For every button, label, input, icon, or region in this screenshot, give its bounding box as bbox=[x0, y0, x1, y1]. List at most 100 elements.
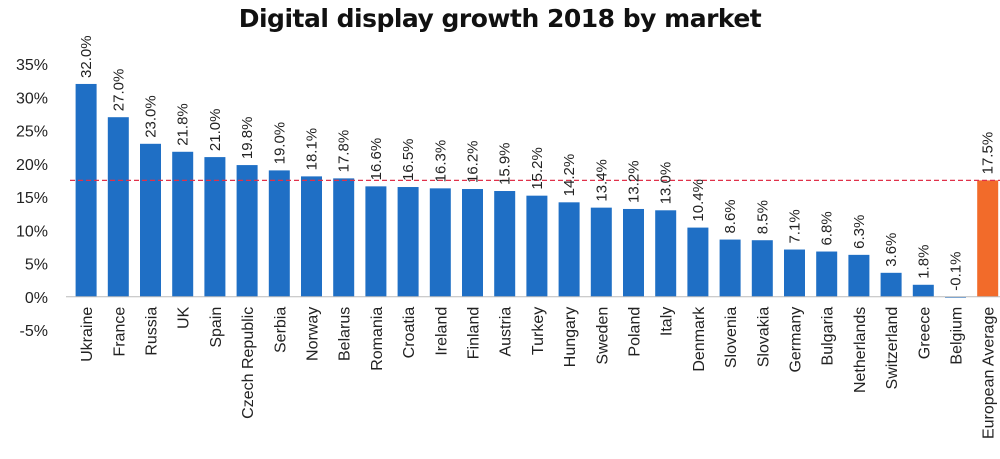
category-label: Slovenia bbox=[723, 307, 740, 368]
category-label: Sweden bbox=[594, 307, 611, 365]
data-label: 17.5% bbox=[980, 132, 997, 175]
data-label: 23.0% bbox=[143, 95, 160, 138]
bar bbox=[912, 284, 934, 297]
data-label: 8.5% bbox=[754, 200, 771, 234]
bar bbox=[687, 227, 709, 297]
category-label: European Average bbox=[981, 307, 998, 439]
data-label: 3.6% bbox=[883, 233, 900, 267]
bar bbox=[719, 239, 741, 297]
data-label: 6.8% bbox=[819, 211, 836, 245]
data-label: 1.8% bbox=[915, 245, 932, 279]
bar bbox=[236, 165, 258, 297]
x-axis: Ukraine France Russia UK Spain Czech Republic… bbox=[66, 296, 1000, 439]
category-label: UK bbox=[176, 306, 193, 329]
bar bbox=[816, 251, 838, 297]
data-label: 17.8% bbox=[336, 130, 353, 173]
y-tick-label: 15% bbox=[16, 190, 48, 207]
bar bbox=[558, 202, 580, 297]
data-label: -0.1% bbox=[948, 252, 965, 291]
bar bbox=[397, 187, 419, 297]
category-label: Slovakia bbox=[755, 307, 772, 368]
category-label: Austria bbox=[498, 307, 515, 357]
highlight-bar bbox=[977, 180, 999, 297]
category-label: Romania bbox=[369, 307, 386, 371]
category-label: Ukraine bbox=[79, 307, 96, 362]
category-label: Czech Republic bbox=[240, 307, 257, 419]
data-label: 13.4% bbox=[593, 159, 610, 202]
y-tick-label: 0% bbox=[25, 290, 48, 307]
data-label: 19.0% bbox=[271, 122, 288, 165]
bar bbox=[462, 189, 483, 297]
y-tick-label: 35% bbox=[16, 57, 48, 74]
category-label: Norway bbox=[305, 307, 322, 361]
category-label: Hungary bbox=[562, 307, 579, 367]
data-label: 14.2% bbox=[561, 154, 578, 197]
data-labels-group: 32.0% 27.0% 23.0% 21.8% 21.0% 19.8% 19.0% 18.1%… bbox=[78, 35, 997, 290]
data-label: 15.9% bbox=[497, 142, 514, 185]
data-label: 16.2% bbox=[465, 140, 482, 183]
bar bbox=[848, 254, 870, 297]
bar bbox=[75, 83, 97, 297]
category-label: Italy bbox=[659, 307, 676, 336]
bar bbox=[526, 195, 548, 297]
data-label: 10.4% bbox=[690, 179, 707, 222]
data-label: 13.2% bbox=[626, 160, 643, 203]
y-tick-label: 25% bbox=[16, 124, 48, 141]
y-tick-label: -5% bbox=[20, 323, 48, 340]
data-label: 6.3% bbox=[851, 215, 868, 249]
y-tick-label: 30% bbox=[16, 90, 48, 107]
category-label: Switzerland bbox=[884, 307, 901, 390]
data-label: 16.3% bbox=[432, 140, 449, 183]
bar bbox=[268, 170, 290, 297]
category-label: Netherlands bbox=[852, 307, 869, 393]
category-label: Ireland bbox=[433, 307, 450, 356]
bar bbox=[172, 151, 194, 297]
category-label: Germany bbox=[788, 307, 805, 373]
data-label: 27.0% bbox=[110, 69, 127, 112]
y-tick-label: 5% bbox=[25, 257, 48, 274]
chart-title: Digital display growth 2018 by market bbox=[238, 4, 762, 33]
y-tick-label: 10% bbox=[16, 223, 48, 240]
bars-group bbox=[75, 83, 999, 298]
bar bbox=[204, 157, 226, 297]
bar bbox=[107, 117, 129, 297]
data-label: 16.6% bbox=[368, 138, 385, 181]
data-label: 21.0% bbox=[207, 109, 224, 152]
bar bbox=[751, 240, 773, 297]
data-label: 16.5% bbox=[400, 138, 417, 181]
category-label: Spain bbox=[208, 307, 225, 348]
category-label: Russia bbox=[144, 307, 161, 356]
category-label: Finland bbox=[466, 307, 483, 359]
data-label: 8.6% bbox=[722, 199, 739, 233]
bar bbox=[623, 208, 644, 297]
data-label: 21.8% bbox=[175, 103, 192, 146]
category-label: Denmark bbox=[691, 306, 708, 372]
data-label: 32.0% bbox=[78, 35, 95, 78]
category-label: Belgium bbox=[949, 307, 966, 365]
category-label: Greece bbox=[916, 307, 933, 360]
data-label: 7.1% bbox=[787, 209, 804, 243]
bar bbox=[429, 188, 451, 297]
category-label: Bulgaria bbox=[820, 307, 837, 366]
category-label: Serbia bbox=[272, 307, 289, 353]
bar bbox=[140, 143, 161, 297]
category-label: France bbox=[111, 307, 128, 357]
data-label: 13.0% bbox=[658, 162, 675, 205]
bar bbox=[880, 272, 902, 297]
data-label: 19.8% bbox=[239, 117, 256, 160]
bar bbox=[333, 178, 355, 297]
bar bbox=[784, 249, 805, 297]
bar bbox=[365, 186, 387, 297]
category-label: Poland bbox=[627, 307, 644, 357]
bar bbox=[590, 207, 612, 297]
data-label: 18.1% bbox=[304, 128, 321, 171]
category-label: Turkey bbox=[530, 307, 547, 355]
data-label: 15.2% bbox=[529, 147, 546, 190]
bar bbox=[494, 191, 516, 297]
category-label: Belarus bbox=[337, 307, 354, 361]
y-axis: 35% 30% 25% 20% 15% 10% 5% 0% -5% bbox=[16, 57, 48, 340]
category-label: Croatia bbox=[401, 307, 418, 359]
bar bbox=[655, 210, 677, 297]
bar bbox=[301, 176, 322, 297]
